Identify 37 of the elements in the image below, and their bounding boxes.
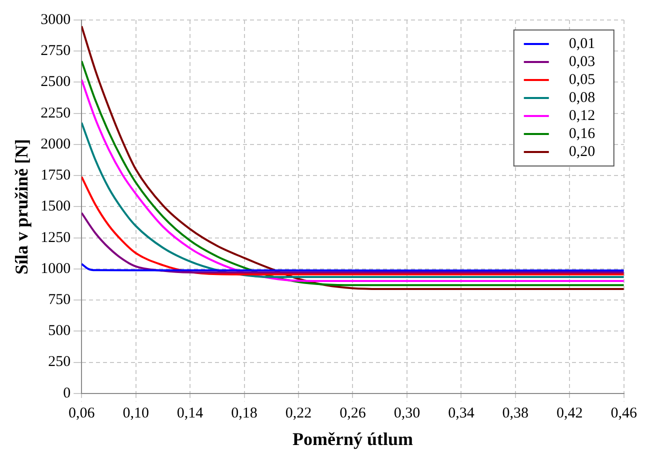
x-tick-label: 0,46 bbox=[610, 405, 638, 422]
x-tick-label: 0,06 bbox=[68, 405, 96, 422]
legend-label: 0,16 bbox=[568, 126, 596, 142]
y-tick-label: 250 bbox=[48, 354, 71, 370]
y-tick-label: 1000 bbox=[40, 260, 71, 277]
line-series bbox=[82, 122, 624, 278]
y-tick-label: 2750 bbox=[40, 43, 71, 60]
legend-label: 0,01 bbox=[568, 36, 596, 52]
y-tick-label: 1500 bbox=[40, 198, 71, 215]
legend-label: 0,03 bbox=[568, 54, 596, 70]
legend-label: 0,20 bbox=[568, 144, 596, 160]
legend-label: 0,05 bbox=[568, 72, 596, 88]
y-tick-label: 2500 bbox=[40, 74, 71, 90]
y-tick-label: 2250 bbox=[40, 105, 71, 122]
x-tick-label: 0,14 bbox=[176, 405, 204, 422]
x-axis-title: Poměrný útlum bbox=[292, 428, 413, 449]
legend-label: 0,12 bbox=[568, 108, 596, 124]
y-tick-label: 500 bbox=[48, 323, 71, 340]
line-series bbox=[82, 262, 624, 272]
y-axis-title: Síla v pružině [N] bbox=[11, 138, 32, 274]
x-tick-label: 0,18 bbox=[231, 405, 258, 422]
x-tick-label: 0,22 bbox=[285, 405, 312, 422]
x-tick-label: 0,30 bbox=[394, 405, 420, 422]
y-tick-label: 1750 bbox=[40, 168, 71, 184]
line-series bbox=[82, 212, 624, 274]
x-tick-label: 0,10 bbox=[122, 405, 149, 422]
x-tick-label: 0,38 bbox=[502, 405, 529, 422]
y-tick-label: 750 bbox=[48, 292, 71, 308]
y-tick-label: 1250 bbox=[40, 230, 71, 246]
y-tick-label: 2000 bbox=[40, 136, 71, 152]
y-tick-label: 0 bbox=[63, 385, 71, 402]
legend-label: 0,08 bbox=[568, 90, 596, 106]
x-tick-label: 0,26 bbox=[340, 405, 366, 422]
y-tick-label: 3000 bbox=[40, 12, 71, 28]
x-tick-label: 0,34 bbox=[448, 405, 475, 422]
line-series bbox=[82, 176, 624, 276]
x-tick-label: 0,42 bbox=[556, 405, 583, 422]
